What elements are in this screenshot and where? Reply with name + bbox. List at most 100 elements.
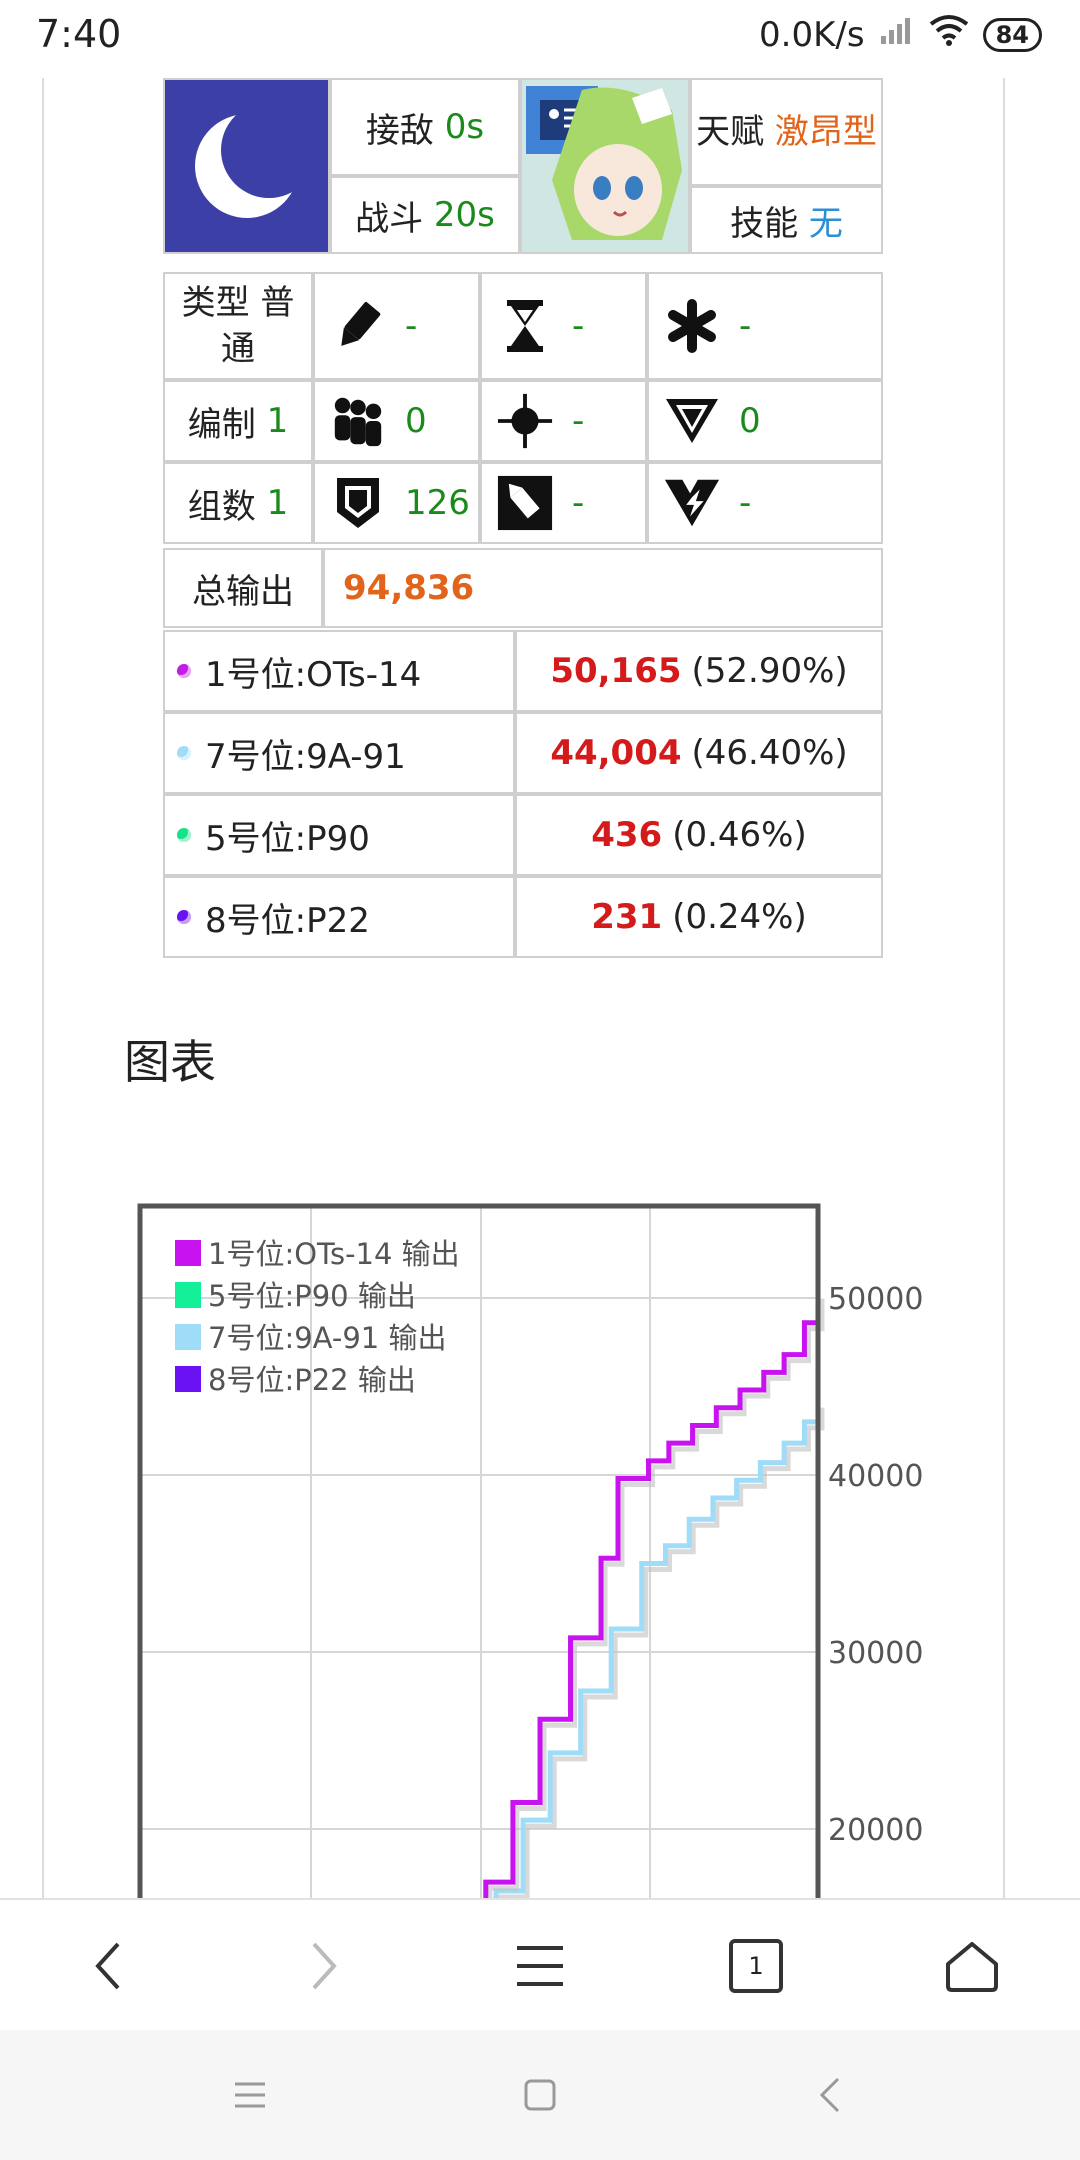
type-info: 类型 普通 xyxy=(163,272,313,380)
series-line xyxy=(483,1295,821,1898)
stat-bullet: - xyxy=(313,272,480,380)
legend-label: 1号位:OTs-14 输出 xyxy=(208,1237,460,1271)
system-home-button[interactable] xyxy=(500,2055,580,2135)
engage-time: 接敌 0s xyxy=(330,78,520,176)
stat-crit: - xyxy=(647,462,883,544)
talent-info: 天赋 激昂型 xyxy=(690,78,883,186)
battle-time: 战斗 20s xyxy=(330,176,520,254)
status-time: 7:40 xyxy=(36,12,122,56)
asterisk-icon xyxy=(663,297,721,355)
dps-value: 436 xyxy=(591,815,663,855)
tab-count-icon: 1 xyxy=(729,1939,783,1993)
dps-percent: (0.46%) xyxy=(672,815,807,855)
square-home-icon xyxy=(524,2079,556,2111)
series-dot-icon xyxy=(177,746,191,760)
hourglass-icon xyxy=(496,297,554,355)
series-dot-icon xyxy=(177,828,191,842)
stat-triangle: 0 xyxy=(647,380,883,462)
status-icons: 0.0K/s 84 xyxy=(759,14,1042,55)
total-output-label: 总输出 xyxy=(163,548,323,628)
forward-button[interactable] xyxy=(284,1926,364,2006)
home-button[interactable] xyxy=(932,1926,1012,2006)
dps-row-value: 44,004 (46.40%) xyxy=(515,712,883,794)
stat-shield: 126 xyxy=(313,462,480,544)
recents-button[interactable] xyxy=(210,2055,290,2135)
series-shadow-line xyxy=(487,1298,825,1898)
signal-icon xyxy=(879,15,915,55)
dps-row-label: 7号位:9A-91 xyxy=(163,712,515,794)
wifi-icon xyxy=(929,14,969,55)
chart-heading: 图表 xyxy=(124,1035,216,1089)
enemy-portrait xyxy=(163,78,330,254)
chart-svg: 50000 40000 30000 20000 1号位:OTs-14 输出 5号位:P90… xyxy=(137,1203,923,1898)
dps-row-name: 8号位:P22 xyxy=(205,900,370,941)
stat-star: - xyxy=(647,272,883,380)
chevron-right-icon xyxy=(312,1942,337,1990)
dps-value: 44,004 xyxy=(550,733,682,773)
crit-bolt-icon xyxy=(663,474,721,532)
series-dot-icon xyxy=(177,910,191,924)
dps-percent: (0.24%) xyxy=(672,897,807,937)
dps-row-name: 1号位:OTs-14 xyxy=(205,654,422,695)
skill-info: 技能 无 xyxy=(690,186,883,254)
stat-armor-piercing: - xyxy=(480,462,647,544)
y-tick-label: 30000 xyxy=(828,1636,923,1671)
crosshair-icon xyxy=(496,392,554,450)
total-output-value: 94,836 xyxy=(323,548,883,628)
dps-value: 231 xyxy=(591,897,663,937)
legend-label: 8号位:P22 输出 xyxy=(208,1363,416,1397)
tabs-button[interactable]: 1 xyxy=(716,1926,796,2006)
legend-swatch xyxy=(175,1282,201,1308)
dps-chart: 50000 40000 30000 20000 1号位:OTs-14 输出 5号位:P90… xyxy=(0,1118,1080,1898)
commander-avatar xyxy=(522,80,688,252)
dps-value: 50,165 xyxy=(550,651,682,691)
menu-button[interactable] xyxy=(500,1926,580,2006)
legend-swatch xyxy=(175,1240,201,1266)
dps-percent: (46.40%) xyxy=(691,733,848,773)
net-speed: 0.0K/s xyxy=(759,14,865,55)
stat-hourglass: - xyxy=(480,272,647,380)
groups-info: 组数 1 xyxy=(163,462,313,544)
page-content: 接敌 0s 战斗 20s 天赋 激昂型 技能 无 xyxy=(0,78,1080,1898)
status-bar: 7:40 0.0K/s 84 xyxy=(0,0,1080,78)
system-nav-bar xyxy=(0,2030,1080,2160)
tab-count: 1 xyxy=(748,1952,764,1980)
shield-icon xyxy=(329,474,387,532)
legend-label: 5号位:P90 输出 xyxy=(208,1279,416,1313)
back-button[interactable] xyxy=(68,1926,148,2006)
dps-row-label: 8号位:P22 xyxy=(163,876,515,958)
page-border-left xyxy=(42,78,44,1898)
series-shadow-line xyxy=(497,1407,825,1898)
chart-frame xyxy=(137,1203,821,1898)
dps-row-name: 5号位:P90 xyxy=(205,818,370,859)
series-dot-icon xyxy=(177,664,191,678)
legend-swatch xyxy=(175,1366,201,1392)
people-icon xyxy=(329,392,387,450)
dps-row-label: 5号位:P90 xyxy=(163,794,515,876)
y-tick-label: 40000 xyxy=(828,1459,923,1494)
dps-row-value: 436 (0.46%) xyxy=(515,794,883,876)
series-line xyxy=(493,1404,821,1898)
legend-label: 7号位:9A-91 输出 xyxy=(208,1321,446,1355)
recents-icon xyxy=(235,2082,265,2108)
stat-crosshair: - xyxy=(480,380,647,462)
stat-people: 0 xyxy=(313,380,480,462)
bullet-icon xyxy=(329,297,387,355)
menu-icon xyxy=(517,1946,563,1986)
dps-row-label: 1号位:OTs-14 xyxy=(163,630,515,712)
dps-row-value: 231 (0.24%) xyxy=(515,876,883,958)
y-tick-label: 50000 xyxy=(828,1282,923,1317)
talent-value: 激昂型 xyxy=(774,112,877,152)
battery-indicator: 84 xyxy=(982,17,1042,52)
dps-row-name: 7号位:9A-91 xyxy=(205,736,406,777)
dps-percent: (52.90%) xyxy=(691,651,848,691)
system-back-button[interactable] xyxy=(790,2055,870,2135)
dps-row-value: 50,165 (52.90%) xyxy=(515,630,883,712)
page-border-right xyxy=(1003,78,1005,1898)
chevron-left-icon xyxy=(95,1942,120,1990)
back-arrow-icon xyxy=(819,2077,840,2113)
inverted-triangle-icon xyxy=(663,392,721,450)
legend-swatch xyxy=(175,1324,201,1350)
browser-toolbar: 1 xyxy=(0,1898,1080,2032)
commander-portrait xyxy=(520,78,690,254)
